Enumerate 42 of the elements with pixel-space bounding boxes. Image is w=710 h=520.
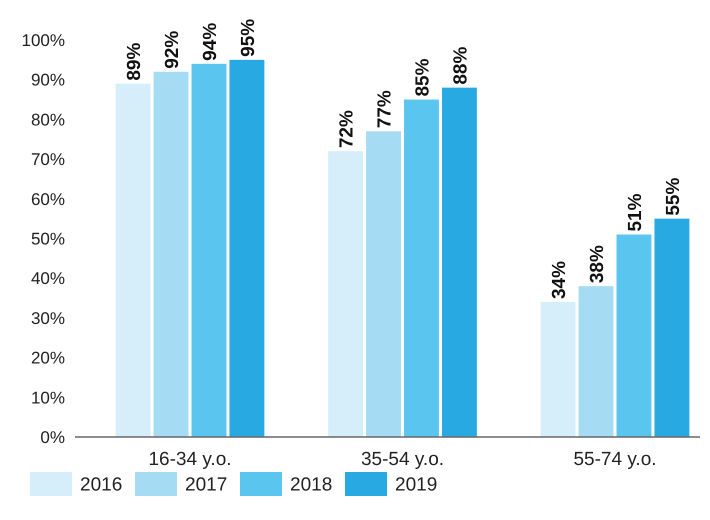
data-label: 77%: [374, 90, 396, 128]
x-tick-label: 16-34 y.o.: [148, 449, 232, 470]
bar: [540, 302, 576, 437]
bar: [154, 72, 188, 437]
bar: [366, 131, 401, 437]
y-tick-label: 10%: [30, 388, 65, 408]
y-tick-label: 90%: [30, 70, 65, 90]
bar: [192, 64, 226, 437]
y-tick-label: 60%: [30, 190, 65, 209]
data-label: 38%: [587, 245, 608, 284]
y-tick-label: 70%: [30, 150, 65, 170]
data-label: 51%: [624, 193, 646, 232]
data-label: 55%: [662, 178, 684, 216]
data-label: 94%: [200, 22, 221, 61]
legend-label: 2018: [290, 474, 332, 496]
legend-label: 2016: [80, 474, 122, 496]
data-label: 34%: [549, 260, 570, 300]
y-tick-label: 80%: [30, 110, 65, 130]
bar: [404, 100, 439, 437]
bar: [442, 88, 477, 437]
y-tick-label: 0%: [40, 428, 65, 447]
bar: [328, 151, 364, 437]
legend-label: 2017: [185, 474, 228, 496]
bar: [616, 234, 652, 437]
bar: [229, 60, 264, 437]
data-label: 85%: [412, 58, 434, 97]
y-tick-label: 20%: [30, 348, 65, 368]
legend-label: 2019: [395, 474, 438, 496]
bar: [578, 286, 614, 437]
y-tick-label: 50%: [30, 229, 65, 248]
x-tick-label: 35-54 y.o.: [360, 449, 444, 470]
bar: [654, 218, 690, 437]
y-tick-label: 30%: [30, 308, 65, 328]
y-tick-label: 100%: [22, 30, 65, 50]
x-tick-label: 55-74 y.o.: [573, 449, 657, 470]
y-tick-label: 40%: [30, 269, 65, 288]
data-label: 95%: [238, 18, 259, 57]
data-label: 88%: [450, 46, 472, 85]
data-label: 89%: [124, 42, 146, 81]
data-label: 92%: [162, 30, 184, 69]
data-label: 72%: [336, 110, 358, 148]
bar: [116, 84, 151, 437]
